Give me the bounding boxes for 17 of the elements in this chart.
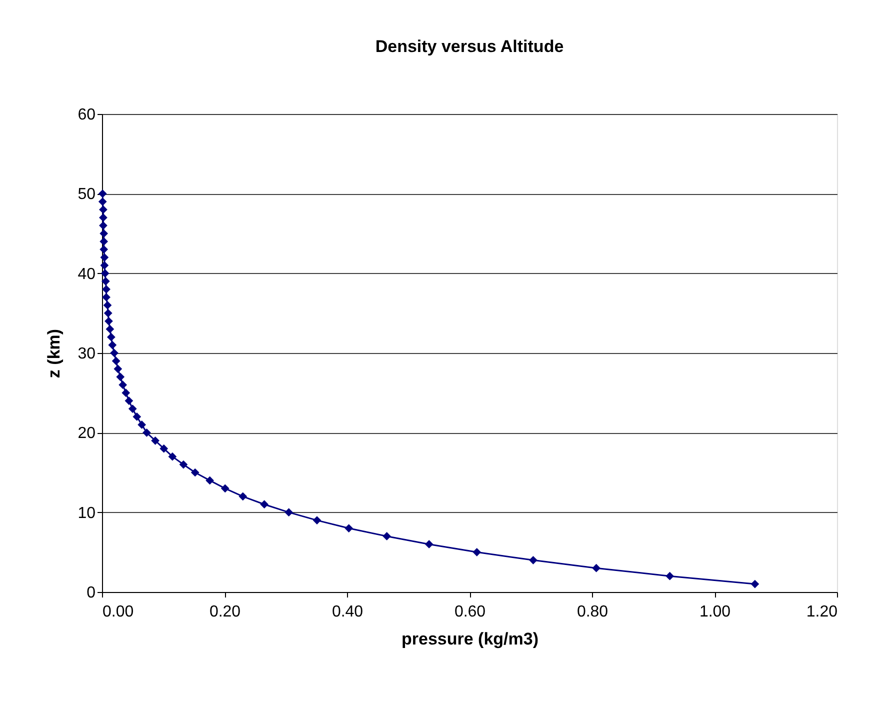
y-tick-label: 10 [78, 504, 96, 522]
chart-title: Density versus Altitude [375, 37, 564, 56]
y-tick-label: 50 [78, 186, 96, 204]
y-tick-label: 0 [86, 584, 96, 602]
x-tick-label: 0.20 [209, 604, 241, 620]
y-tick-label: 20 [78, 425, 96, 442]
x-tick-label: 0.60 [454, 604, 486, 620]
x-tick-label: 0.80 [576, 604, 608, 620]
y-tick-label: 60 [78, 106, 96, 124]
x-tick-label: 1.00 [699, 604, 731, 620]
x-tick-label: 0.00 [102, 604, 134, 620]
x-tick-label: 1.20 [806, 604, 838, 620]
y-tick-label: 30 [78, 346, 96, 362]
y-tick-label: 40 [78, 266, 96, 283]
y-axis-title: z (km) [44, 328, 64, 378]
x-axis-title: pressure (kg/m3) [402, 630, 538, 648]
x-tick-label: 0.40 [332, 604, 364, 620]
